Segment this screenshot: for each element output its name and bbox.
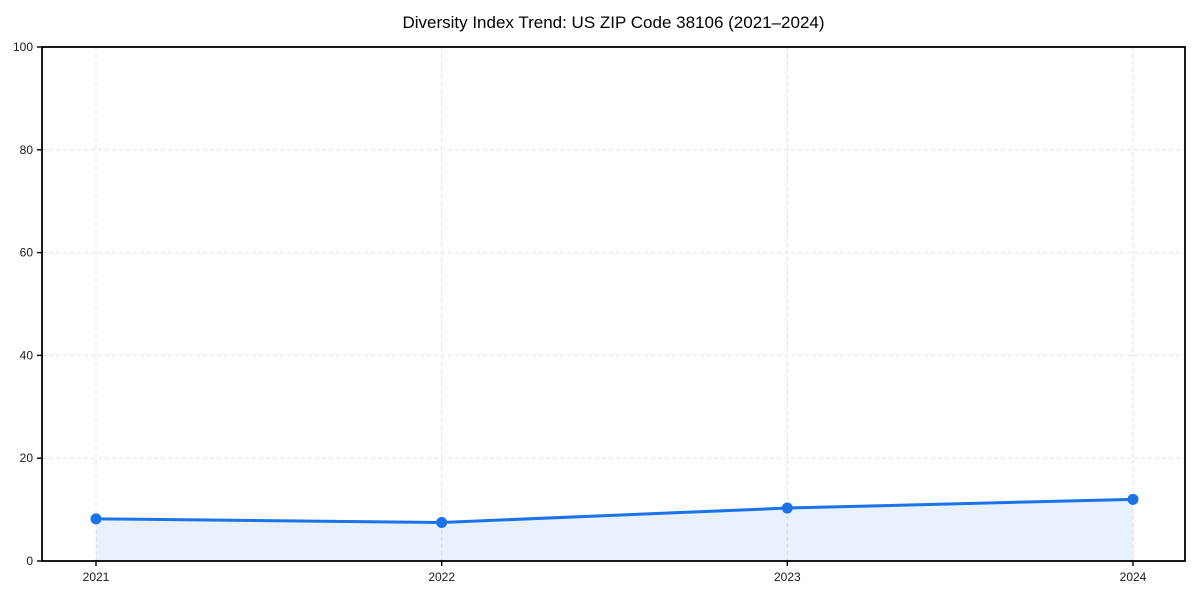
y-tick-label: 40 bbox=[20, 348, 34, 362]
plot-border bbox=[41, 46, 1186, 562]
data-point bbox=[781, 502, 793, 514]
y-tick-label: 100 bbox=[13, 40, 33, 54]
x-tick-label: 2024 bbox=[1120, 570, 1147, 584]
y-tick-label: 60 bbox=[20, 246, 34, 260]
x-tick-label: 2022 bbox=[428, 570, 455, 584]
data-point bbox=[1127, 493, 1139, 505]
y-tick-label: 80 bbox=[20, 143, 34, 157]
x-tick-label: 2021 bbox=[83, 570, 110, 584]
y-tick-label: 20 bbox=[20, 451, 34, 465]
chart-title: Diversity Index Trend: US ZIP Code 38106… bbox=[402, 13, 825, 32]
data-point bbox=[436, 516, 448, 528]
trend-line bbox=[94, 497, 1135, 524]
y-tick-label: 0 bbox=[26, 554, 33, 568]
data-point bbox=[90, 513, 102, 525]
area-fill bbox=[96, 499, 1133, 561]
x-tick-label: 2023 bbox=[774, 570, 801, 584]
